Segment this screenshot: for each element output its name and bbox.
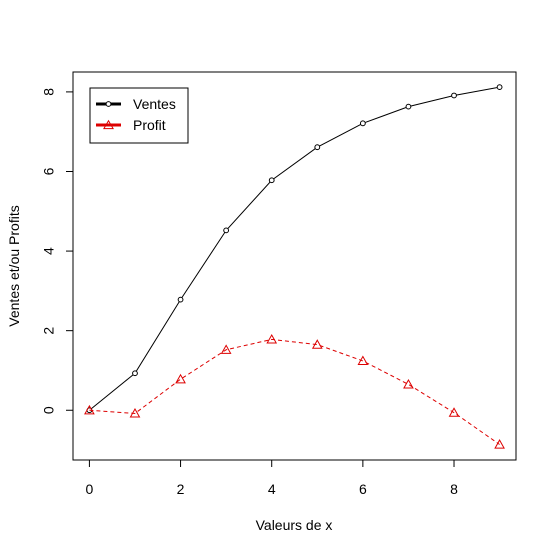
data-point-profit [175,373,186,384]
series-line-ventes [89,86,500,411]
data-point-profit [403,378,414,389]
data-point-ventes [359,120,366,127]
y-axis-label: Ventes et/ou Profits [6,205,22,326]
legend-box [89,87,189,144]
x-tick-label: 8 [450,481,458,497]
legend-label-ventes: Ventes [133,96,176,112]
legend-marker-ventes [105,101,112,107]
x-tick-label: 0 [86,481,94,497]
y-tick-label: 4 [41,247,57,255]
y-axis: 0 2 4 6 8 [41,88,74,414]
data-point-profit [448,407,460,417]
x-axis-label: Valeurs de x [256,517,333,533]
data-point-ventes [177,296,184,303]
data-point-profit [266,334,278,344]
legend-marker-profit [103,119,114,130]
y-tick-label: 0 [41,406,57,414]
y-tick-label: 6 [41,167,57,175]
data-point-profit [129,408,141,418]
x-axis: 0 2 4 6 8 [86,459,458,497]
data-point-ventes [496,84,503,91]
data-point-ventes [132,370,138,377]
x-tick-label: 2 [177,481,185,497]
data-point-profit [494,439,505,449]
legend-label-profit: Profit [133,117,166,133]
data-point-profit [357,355,369,366]
data-point-ventes [223,227,230,234]
data-point-ventes [268,177,275,184]
legend: Ventes Profit [89,87,189,144]
data-point-ventes [451,92,457,99]
x-tick-label: 6 [359,481,367,497]
series-layer [84,84,505,449]
data-point-profit [311,339,323,349]
data-point-ventes [314,144,321,151]
series-line-profit [89,338,500,445]
data-point-profit [84,404,95,415]
data-point-ventes [405,103,412,110]
x-tick-label: 4 [268,481,276,497]
y-tick-label: 8 [41,88,57,96]
data-point-profit [220,344,232,354]
y-tick-label: 2 [41,327,57,335]
